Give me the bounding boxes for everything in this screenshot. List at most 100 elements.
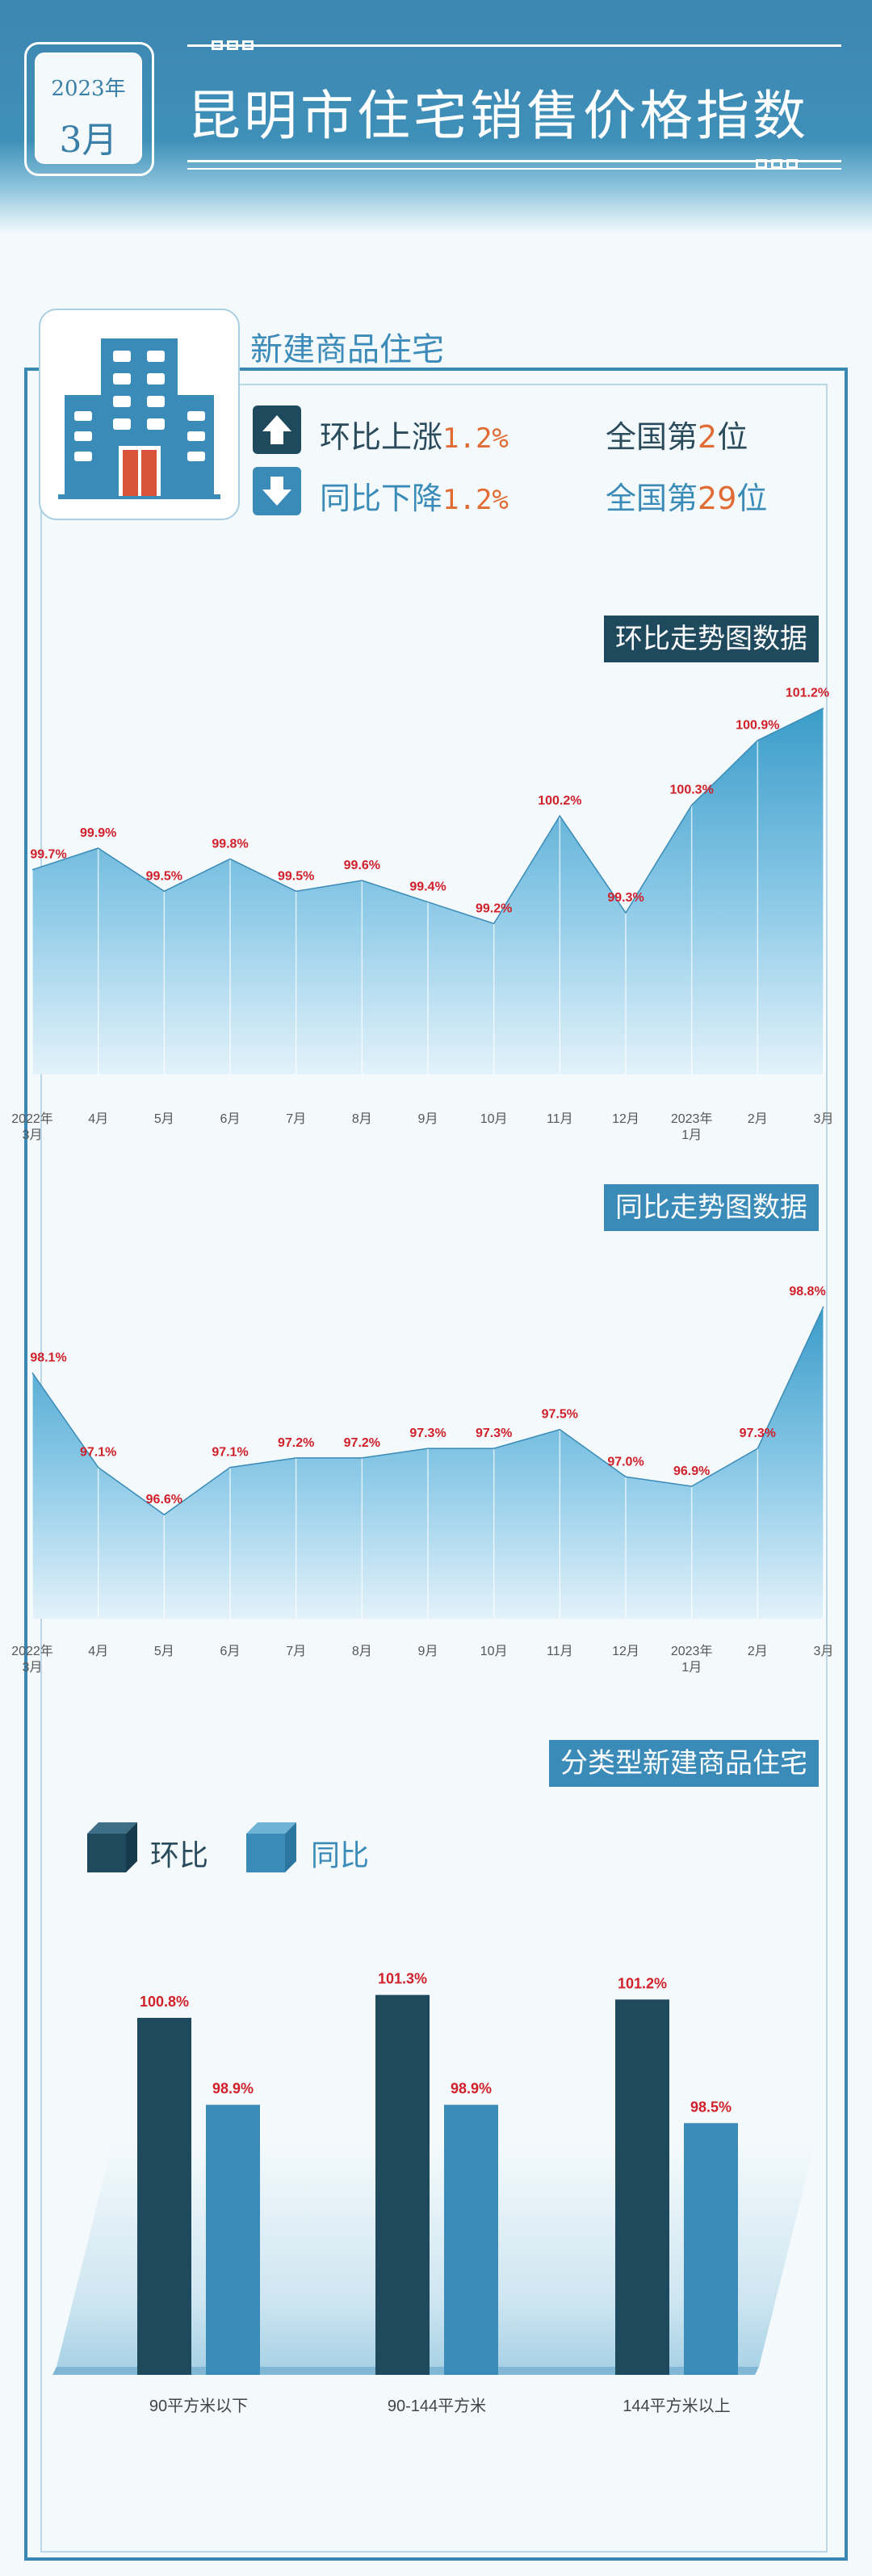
- tick-label: 9月: [418, 1112, 438, 1126]
- bar: [444, 2104, 498, 2375]
- legend-yoy-icon: [246, 1822, 296, 1872]
- data-label: 99.5%: [278, 869, 314, 883]
- stat-mom-label: 环比上涨: [320, 419, 443, 455]
- data-label: 99.8%: [212, 837, 248, 851]
- tick-label: 6月: [220, 1112, 241, 1126]
- tick-label: 2月: [748, 1112, 768, 1126]
- data-label: 96.6%: [146, 1493, 182, 1507]
- stat-mom-value: 1.2%: [442, 422, 509, 455]
- tick-label: 12月: [612, 1112, 639, 1126]
- page-title: 昆明市住宅销售价格指数: [187, 85, 809, 147]
- bar: [206, 2104, 260, 2375]
- tick-label: 2023年 1月: [671, 1112, 713, 1142]
- data-label: 97.3%: [409, 1427, 446, 1440]
- tick-label: 6月: [220, 1645, 241, 1658]
- tick-label: 8月: [352, 1112, 372, 1126]
- bar: [375, 1994, 430, 2375]
- data-label: 99.6%: [344, 859, 380, 872]
- data-label: 99.7%: [30, 848, 66, 862]
- header-bottom-line: [187, 160, 841, 162]
- tick-label: 5月: [154, 1112, 174, 1126]
- series-line: [31, 707, 824, 925]
- data-label: 100.3%: [670, 784, 714, 797]
- stat-mom: 环比上涨1.2%: [320, 412, 509, 456]
- building-icon-box: [39, 309, 240, 520]
- chart-bars: 100.8% 98.9% 90平方米以下 101.3% 98.9% 90-144平方米 10…: [52, 1971, 815, 2415]
- bar: [684, 2123, 738, 2375]
- rank-mom-suffix: 位: [717, 419, 748, 455]
- tick-label: 8月: [352, 1645, 372, 1658]
- data-label: 99.2%: [476, 901, 512, 915]
- tick-label: 11月: [547, 1112, 573, 1126]
- tick-label: 5月: [154, 1645, 174, 1658]
- tick-label: 3月: [814, 1645, 834, 1658]
- rank-mom: 全国第2位: [606, 412, 748, 456]
- rank-mom-prefix: 全国第: [606, 419, 698, 455]
- chart-mom-title: 环比走势图数据: [604, 616, 819, 662]
- tick-label: 2022年 3月: [11, 1112, 53, 1142]
- rank-yoy-suffix: 位: [736, 481, 768, 516]
- tick-label: 7月: [286, 1112, 306, 1126]
- tick-label: 2022年 3月: [11, 1644, 53, 1675]
- data-label: 100.9%: [736, 719, 779, 733]
- tick-label: 2023年 1月: [671, 1644, 713, 1675]
- header-bottom-ornament: [756, 159, 798, 169]
- header-top-line: [187, 44, 841, 47]
- rank-yoy: 全国第29位: [606, 473, 767, 518]
- header-banner: 昆明市住宅销售价格指数: [0, 0, 872, 234]
- bar-label: 98.9%: [212, 2081, 254, 2097]
- category-label: 90平方米以下: [149, 2397, 248, 2415]
- header-top-ornament: [212, 40, 254, 50]
- data-label: 101.2%: [786, 687, 829, 700]
- series-line: [31, 1306, 824, 1516]
- data-label: 98.8%: [789, 1284, 825, 1298]
- tick-label: 2月: [748, 1645, 768, 1658]
- tick-label: 3月: [814, 1112, 834, 1126]
- bar-label: 100.8%: [140, 1994, 189, 2010]
- bar-label: 101.3%: [378, 1971, 427, 1987]
- tick-label: 7月: [286, 1645, 306, 1658]
- tick-label: 10月: [480, 1112, 508, 1126]
- legend-mom-label: 环比: [150, 1839, 209, 1872]
- section-title: 新建商品住宅: [250, 331, 444, 368]
- chart-yoy: 98.1% 97.1% 96.6% 97.1% 97.2% 97.2% 97.3% 97.3%…: [11, 1284, 834, 1675]
- data-label: 97.1%: [80, 1446, 116, 1460]
- chart-yoy-title: 同比走势图数据: [604, 1184, 819, 1231]
- date-year: 2023年: [51, 77, 126, 101]
- rank-yoy-prefix: 全国第: [606, 481, 698, 516]
- date-month: 3月: [59, 120, 118, 161]
- stat-yoy-label: 同比下降: [320, 481, 443, 516]
- date-badge: 2023年 3月: [24, 42, 154, 176]
- building-icon: [58, 338, 220, 499]
- data-label: 100.2%: [538, 794, 581, 808]
- rank-yoy-value: 29: [698, 481, 737, 516]
- data-label: 97.2%: [278, 1436, 314, 1450]
- bar-label: 98.9%: [451, 2081, 492, 2097]
- data-label: 97.2%: [344, 1436, 380, 1450]
- data-label: 99.5%: [146, 869, 182, 883]
- data-label: 97.5%: [542, 1408, 578, 1422]
- stat-yoy-value: 1.2%: [442, 484, 509, 516]
- legend-yoy-label: 同比: [311, 1839, 370, 1872]
- rank-mom-value: 2: [698, 419, 718, 455]
- chart-bar-title: 分类型新建商品住宅: [549, 1740, 819, 1787]
- tick-label: 4月: [88, 1112, 108, 1126]
- data-label: 99.9%: [80, 826, 116, 840]
- data-label: 99.4%: [409, 880, 446, 894]
- chart-mom: 99.7% 99.9% 99.5% 99.8% 99.5% 99.6% 99.4% 99.2%…: [11, 687, 834, 1142]
- tick-label: 4月: [88, 1645, 108, 1658]
- tick-label: 11月: [547, 1645, 573, 1658]
- tick-label: 12月: [612, 1645, 639, 1658]
- tick-label: 10月: [480, 1645, 508, 1658]
- bar-label: 101.2%: [618, 1975, 667, 1991]
- category-label: 144平方米以上: [623, 2397, 730, 2415]
- data-label: 99.3%: [607, 891, 644, 905]
- stat-yoy: 同比下降1.2%: [320, 473, 509, 518]
- tick-label: 9月: [418, 1645, 438, 1658]
- data-label: 97.3%: [476, 1427, 512, 1440]
- header-bottom-line-2: [187, 168, 841, 170]
- up-arrow-icon: [253, 406, 301, 454]
- bar: [137, 2018, 191, 2375]
- data-label: 97.1%: [212, 1446, 248, 1460]
- bar-label: 98.5%: [690, 2099, 732, 2115]
